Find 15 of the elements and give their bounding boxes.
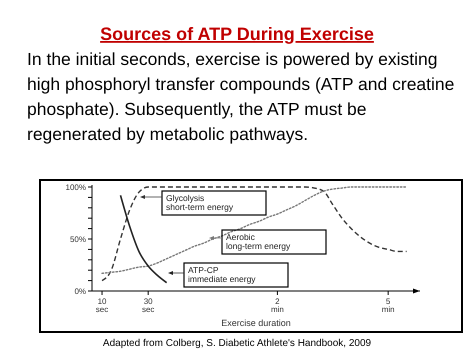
x-axis-title: Exercise duration bbox=[221, 318, 291, 328]
chart-subtitle: In the initial seconds, exercise is powered by existing high phosphoryl transfer compounds (ATP and creatine phosphate). Subsequently, the ATP must be regenerated by metabolic pathways. bbox=[27, 49, 454, 144]
line-series bbox=[120, 194, 168, 284]
legend-label: Glycolysis short-term energy bbox=[166, 193, 234, 212]
x-tick-label: 30 sec bbox=[142, 297, 154, 314]
legend-label: ATP-CP immediate energy bbox=[188, 265, 256, 284]
legend-label: Aerobic long-term energy bbox=[226, 232, 291, 251]
x-tick-label: 2 min bbox=[270, 297, 284, 314]
y-tick-label: 0% bbox=[74, 287, 86, 296]
y-tick-label: 50% bbox=[70, 235, 86, 244]
x-tick-label: 5 min bbox=[382, 297, 395, 314]
text: Adapted from Colberg, S. Diabetic Athlete's Handbook, 2009 bbox=[102, 338, 372, 349]
chart-title: Sources of ATP During Exercise bbox=[100, 24, 374, 44]
x-tick-label: 10 sec bbox=[96, 297, 108, 314]
y-tick-label: 100% bbox=[66, 183, 86, 192]
